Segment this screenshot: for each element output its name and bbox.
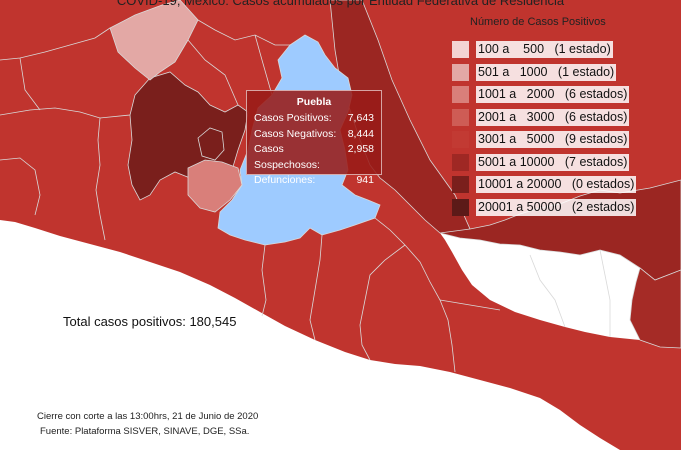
region-medium-state [187,159,243,213]
legend-item: 501 a 1000 (1 estado) [452,63,681,82]
legend-swatch [452,176,469,193]
tooltip-row-negative: Casos Negativos: 8,444 [254,127,374,143]
legend-swatch [452,108,469,126]
cutoff-note: Cierre con corte a las 13:00hrs, 21 de J… [37,411,259,422]
legend-item: 2001 a 3000 (6 estados) [452,108,681,127]
tooltip-value: 2,958 [347,143,374,155]
legend-item: 1001 a 2000 (6 estados) [452,85,681,104]
legend-swatch [452,198,469,216]
legend-label: 100 a 500 (1 estado) [476,41,613,58]
legend-label: 20001 a 50000 (2 estados) [476,198,637,216]
legend-swatch [452,63,469,81]
legend-swatch [452,153,469,171]
tooltip-value: 7,643 [347,112,374,124]
total-positive-cases: Total casos positivos: 180,545 [61,314,239,329]
tooltip-label: Defunciones: [254,174,316,186]
state-tooltip: Puebla Casos Positivos: 7,643 Casos Nega… [246,90,382,186]
tooltip-label: Casos Sospechosos: [254,143,320,171]
tooltip-value: 8,444 [347,127,374,140]
tooltip-value: 941 [356,174,374,186]
legend-label: 5001 a 10000 (7 estados) [476,153,630,171]
region-cdmx [197,127,225,161]
legend-swatch [452,41,469,58]
legend-item: 20001 a 50000 (2 estados) [452,198,681,217]
region-light-state-north [109,0,199,81]
tooltip-label: Casos Negativos: [254,127,337,140]
tooltip-row-suspected: Casos Sospechosos: 2,958 [254,142,374,173]
legend-swatch [452,131,469,148]
legend-item: 10001 a 20000 (0 estados) [452,175,681,194]
legend-item: 5001 a 10000 (7 estados) [452,153,681,172]
legend-label: 1001 a 2000 (6 estados) [476,86,630,103]
tooltip-label: Casos Positivos: [254,112,332,124]
region-east-inland [629,267,681,349]
map-title: COVID-19, México: Casos acumulados por E… [116,0,565,8]
legend-item: 3001 a 5000 (9 estados) [452,130,681,149]
legend-label: 2001 a 3000 (6 estados) [476,108,630,126]
tooltip-row-deaths: Defunciones: 941 [254,173,374,189]
legend-label: 10001 a 20000 (0 estados) [476,176,637,193]
legend-item: 100 a 500 (1 estado) [452,40,681,59]
legend-swatch [452,86,469,103]
tooltip-row-positive: Casos Positivos: 7,643 [254,111,374,127]
state-borders [0,19,611,373]
legend-title: Número de Casos Positivos [470,16,606,28]
source-note: Fuente: Plataforma SISVER, SINAVE, DGE, … [40,426,250,437]
tooltip-state-name: Puebla [296,96,332,108]
legend-label: 3001 a 5000 (9 estados) [476,131,630,148]
legend-label: 501 a 1000 (1 estado) [476,63,617,81]
